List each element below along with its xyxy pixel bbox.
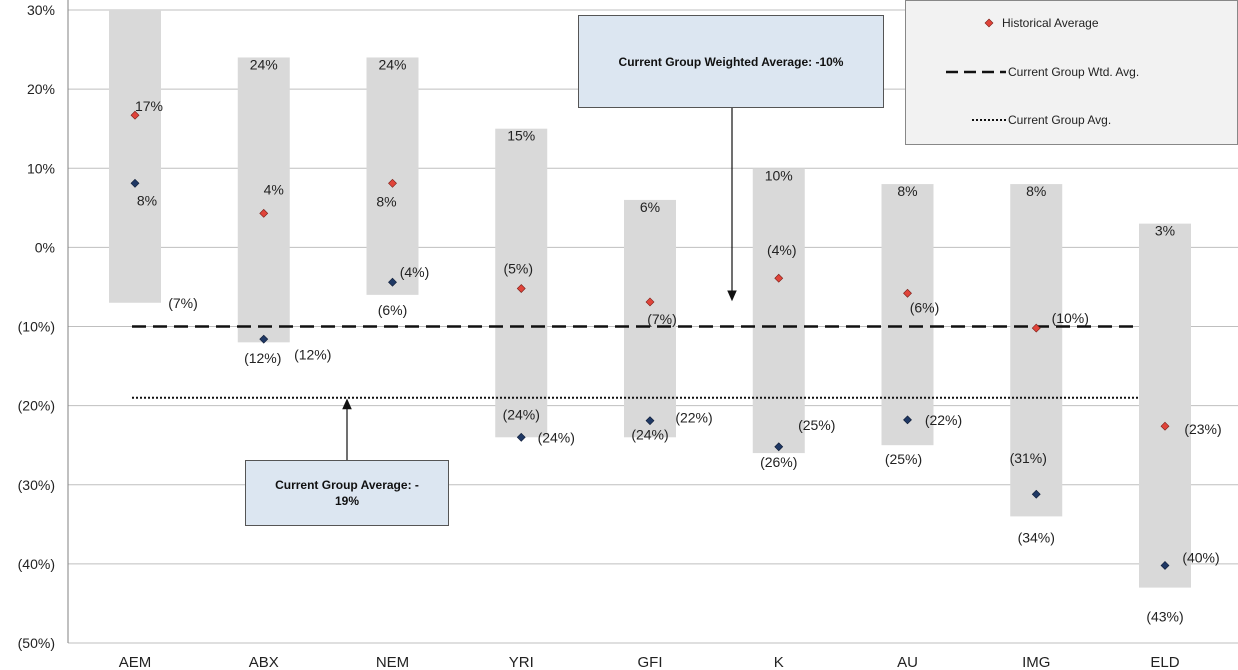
range-low-label: (25%) xyxy=(885,451,922,467)
current-value-label: 8% xyxy=(137,192,157,208)
y-tick-label: (40%) xyxy=(18,556,55,572)
legend: Historical Average Current Group Wtd. Av… xyxy=(905,0,1238,145)
range-low-label: (24%) xyxy=(503,406,540,422)
x-category-label: K xyxy=(774,654,784,670)
range-low-label: (12%) xyxy=(294,346,331,362)
y-axis: 30% 20% 10% 0% (10%) (20%) (30%) (40%) (50%) xyxy=(18,0,68,651)
x-category-label: YRI xyxy=(509,654,534,670)
x-category-label: ELD xyxy=(1150,654,1179,670)
x-category-label: ABX xyxy=(249,654,279,670)
y-tick-label: (20%) xyxy=(18,398,55,414)
group-average-callout-line1: Current Group Average: - xyxy=(275,477,419,493)
dotted-line-icon xyxy=(906,113,972,127)
range-low-label: (43%) xyxy=(1146,609,1183,625)
range-bar xyxy=(753,168,805,453)
historical-average-label: (7%) xyxy=(647,311,677,327)
legend-item-historical-average: Historical Average xyxy=(906,16,1099,30)
range-bar xyxy=(1010,184,1062,516)
legend-label: Current Group Wtd. Avg. xyxy=(1008,65,1139,79)
range-bar xyxy=(495,129,547,438)
historical-average-label: 4% xyxy=(264,181,284,197)
y-tick-label: (10%) xyxy=(18,319,55,335)
current-value-label: (22%) xyxy=(675,410,712,426)
historical-average-label: (6%) xyxy=(910,299,940,315)
range-bar xyxy=(109,10,161,303)
x-category-label: GFI xyxy=(638,654,663,670)
current-value-label: (31%) xyxy=(1010,450,1047,466)
y-tick-label: 0% xyxy=(35,239,55,255)
legend-label: Historical Average xyxy=(1002,16,1099,30)
dashed-line-icon xyxy=(906,65,972,79)
range-low-label: (24%) xyxy=(631,426,668,442)
x-category-label: NEM xyxy=(376,654,409,670)
current-value-label: (25%) xyxy=(798,417,835,433)
range-low-label: (26%) xyxy=(760,454,797,470)
current-value-label: (22%) xyxy=(925,412,962,428)
range-low-label: (7%) xyxy=(168,295,198,311)
x-category-label: IMG xyxy=(1022,654,1050,670)
historical-average-label: (10%) xyxy=(1052,310,1089,326)
weighted-average-callout: Current Group Weighted Average: -10% xyxy=(578,15,884,108)
range-high-label: 6% xyxy=(640,199,660,215)
range-high-label: 3% xyxy=(1155,223,1175,239)
range-bar xyxy=(1139,224,1191,588)
range-high-label: 8% xyxy=(1026,183,1046,199)
x-category-label: AEM xyxy=(119,654,152,670)
group-average-callout: Current Group Average: - 19% xyxy=(245,460,449,526)
historical-average-label: 17% xyxy=(135,98,163,114)
range-high-label: 10% xyxy=(765,167,793,183)
range-high-label: 15% xyxy=(507,128,535,144)
weighted-average-callout-text: Current Group Weighted Average: -10% xyxy=(619,54,844,70)
current-value-label: (40%) xyxy=(1182,549,1219,565)
range-low-label: (6%) xyxy=(378,302,408,318)
legend-item-wtd-avg: Current Group Wtd. Avg. xyxy=(906,65,1139,79)
group-average-callout-line2: 19% xyxy=(335,493,359,509)
x-category-label: AU xyxy=(897,654,918,670)
y-tick-label: 30% xyxy=(27,2,55,18)
historical-average-label: (5%) xyxy=(503,261,533,277)
range-high-label: 8% xyxy=(897,183,917,199)
current-value-label: (12%) xyxy=(244,350,281,366)
range-high-label: 24% xyxy=(378,56,406,72)
range-bar xyxy=(238,57,290,342)
range-bar xyxy=(367,57,419,294)
range-high-label: 24% xyxy=(250,56,278,72)
x-axis: AEM ABX NEM YRI GFI K AU IMG ELD xyxy=(119,654,1180,670)
y-tick-label: 20% xyxy=(27,81,55,97)
legend-item-group-avg: Current Group Avg. xyxy=(906,113,1111,127)
historical-average-label: (23%) xyxy=(1184,421,1221,437)
y-tick-label: (50%) xyxy=(18,635,55,651)
current-value-label: (24%) xyxy=(538,429,575,445)
historical-average-label: 8% xyxy=(376,193,396,209)
y-tick-label: (30%) xyxy=(18,477,55,493)
current-value-label: (4%) xyxy=(400,264,430,280)
y-tick-label: 10% xyxy=(27,160,55,176)
diamond-icon xyxy=(906,16,1002,30)
historical-average-label: (4%) xyxy=(767,242,797,258)
range-low-label: (34%) xyxy=(1018,529,1055,545)
legend-label: Current Group Avg. xyxy=(1008,113,1111,127)
